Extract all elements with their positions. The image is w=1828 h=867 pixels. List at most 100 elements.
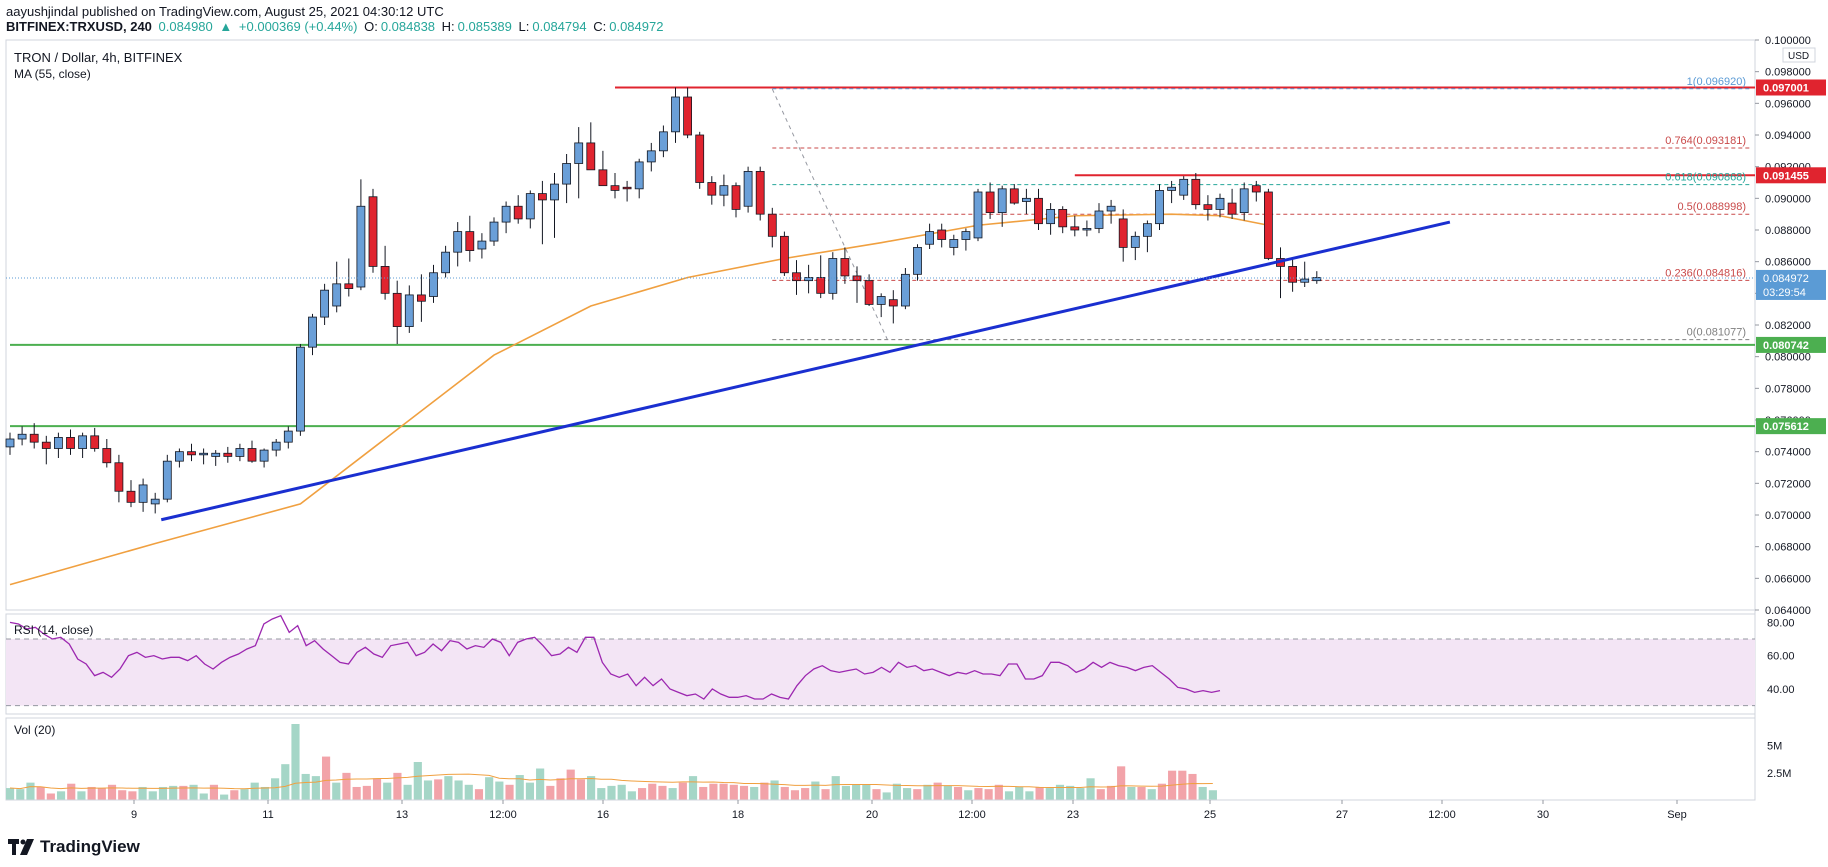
- volume-bar: [199, 793, 208, 800]
- candle-body: [1022, 197, 1031, 202]
- tradingview-logo[interactable]: TradingView: [8, 837, 140, 857]
- candle-body: [792, 272, 801, 282]
- volume-bar: [311, 776, 320, 800]
- candle-body: [392, 292, 402, 327]
- volume-bar: [903, 788, 912, 800]
- volume-bar: [780, 786, 789, 800]
- volume-bar: [77, 791, 86, 800]
- volume-bar: [87, 786, 96, 800]
- volume-bar: [699, 786, 708, 800]
- volume-bar: [933, 782, 942, 800]
- candle-body: [368, 196, 378, 267]
- volume-bar: [597, 788, 606, 800]
- high-label: H:: [441, 19, 455, 34]
- last-price-label: 0.084972: [1763, 273, 1809, 285]
- volume-bar: [821, 789, 830, 800]
- volume-bar: [1157, 783, 1166, 800]
- time-tick-label: 30: [1537, 809, 1549, 821]
- close-value: 0.084972: [609, 19, 664, 34]
- volume-bar: [67, 783, 76, 800]
- publish-line: aayushjindal published on TradingView.co…: [6, 4, 444, 19]
- volume-bar: [240, 789, 249, 800]
- volume-bar: [454, 780, 463, 800]
- volume-bar: [1208, 790, 1217, 800]
- volume-bar: [831, 776, 840, 800]
- candle-body: [719, 185, 729, 196]
- volume-bar: [342, 772, 351, 800]
- volume-bar: [882, 792, 891, 800]
- candle-body: [259, 449, 269, 462]
- resistance-price-label: 0.097001: [1763, 83, 1809, 95]
- candle-body: [1179, 178, 1189, 196]
- last-price-text: 0.084980: [158, 19, 213, 34]
- volume-bar: [709, 783, 718, 800]
- volume-bar: [637, 788, 647, 800]
- candle-body: [1106, 205, 1116, 212]
- candle-body: [1130, 235, 1140, 248]
- currency-box: [1782, 47, 1816, 63]
- volume-bar: [1127, 786, 1136, 800]
- candle-body: [888, 299, 898, 307]
- fib-level-label: 0.5(0.088998): [1678, 201, 1747, 213]
- volume-bar: [97, 788, 106, 800]
- price-tick-label: 0.078000: [1765, 383, 1811, 395]
- countdown-label: 03:29:54: [1763, 287, 1806, 299]
- volume-bar: [1106, 785, 1116, 800]
- candle-body: [973, 191, 983, 239]
- ma-55-line: [9, 213, 1269, 586]
- fib-level-label: 0.618(0.090868): [1665, 172, 1746, 184]
- volume-bar: [515, 775, 524, 800]
- time-tick-label: 20: [866, 809, 878, 821]
- candle-body: [804, 277, 813, 282]
- candle-body: [562, 163, 571, 185]
- volume-bar: [26, 782, 35, 800]
- time-tick-label: 16: [597, 809, 609, 821]
- time-tick-label: 9: [131, 809, 137, 821]
- candle-body: [876, 296, 886, 305]
- low-label: L:: [518, 19, 530, 34]
- candle-body: [525, 193, 535, 220]
- candle-body: [90, 435, 100, 449]
- resistance-price-label: 0.091455: [1763, 170, 1809, 182]
- candle-body: [501, 205, 511, 223]
- volume-bar: [1025, 791, 1034, 800]
- time-tick-label: 18: [732, 809, 744, 821]
- time-tick-label: 12:00: [1428, 809, 1456, 821]
- volume-bar: [321, 756, 331, 800]
- high-value: 0.085389: [457, 19, 512, 34]
- candle-body: [901, 273, 910, 307]
- candle-body: [1058, 209, 1068, 228]
- price-tick-label: 0.088000: [1765, 225, 1811, 237]
- candle-body: [683, 96, 692, 136]
- candle-body: [199, 452, 209, 456]
- candle-body: [114, 462, 124, 492]
- candle-body: [695, 134, 705, 183]
- candle-body: [1288, 266, 1297, 283]
- candle-body: [223, 452, 233, 457]
- ohlc-line: BITFINEX:TRXUSD, 240 0.084980 ▲ +0.00036…: [6, 19, 666, 34]
- candle-body: [1167, 186, 1176, 191]
- volume-bar: [372, 778, 382, 800]
- candle-body: [659, 131, 668, 152]
- volume-bar: [648, 783, 657, 800]
- volume-bar: [423, 780, 433, 800]
- volume-bar: [352, 786, 361, 800]
- volume-bar: [872, 789, 881, 800]
- volume-bar: [209, 784, 219, 800]
- published-text: published on TradingView.com, August 25,…: [81, 4, 444, 19]
- volume-bar: [811, 781, 820, 800]
- volume-bar: [301, 773, 310, 800]
- candle-body: [295, 346, 305, 432]
- volume-bar: [566, 769, 575, 800]
- price-tick-label: 0.082000: [1765, 320, 1811, 332]
- candle-body: [1118, 218, 1128, 248]
- volume-bar: [291, 724, 300, 800]
- volume-bar: [617, 784, 626, 800]
- candle-body: [320, 289, 330, 318]
- volume-bar: [393, 772, 402, 800]
- candle-body: [671, 96, 680, 133]
- last-price-tag: [1756, 269, 1826, 300]
- price-tick-label: 0.090000: [1765, 193, 1811, 205]
- volume-bar: [485, 777, 494, 800]
